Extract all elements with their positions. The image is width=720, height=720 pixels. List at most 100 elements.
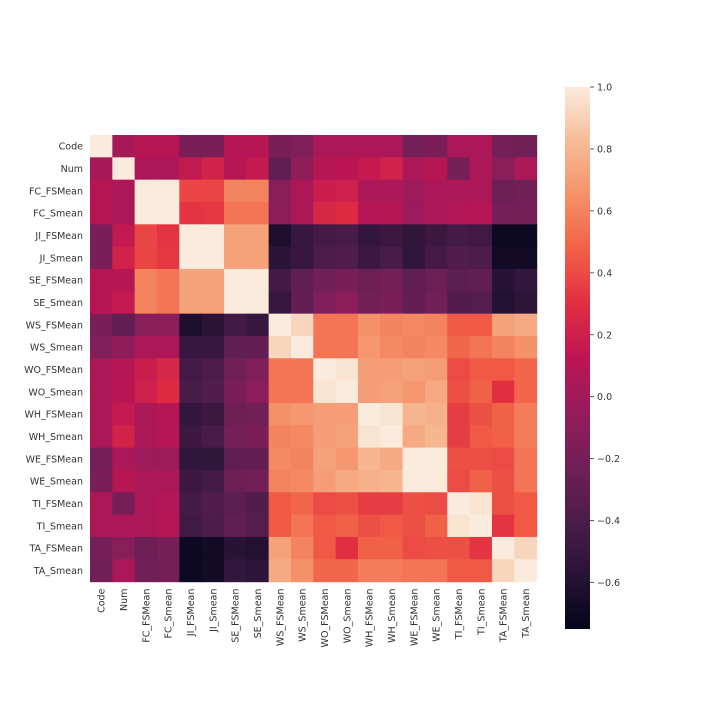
- heatmap-cell: [424, 536, 448, 560]
- heatmap-cell: [179, 469, 203, 493]
- heatmap-cell: [424, 291, 448, 315]
- heatmap-cell: [402, 268, 426, 292]
- heatmap-cell: [201, 380, 225, 404]
- heatmap-cell: [491, 201, 515, 225]
- heatmap-cell: [223, 157, 247, 181]
- heatmap-cell: [402, 224, 426, 248]
- heatmap-cell: [402, 402, 426, 426]
- heatmap-cell: [380, 358, 404, 382]
- x-tick-label: TI_FSMean: [454, 589, 465, 641]
- heatmap-cell: [179, 514, 203, 538]
- y-tick-label: WH_FSMean: [25, 410, 84, 421]
- heatmap-cell: [223, 447, 247, 471]
- heatmap-cell: [223, 469, 247, 493]
- heatmap-cell: [402, 492, 426, 516]
- heatmap-cell: [201, 447, 225, 471]
- heatmap-cell: [112, 380, 136, 404]
- heatmap-cell: [156, 201, 180, 225]
- heatmap-cell: [179, 179, 203, 203]
- heatmap-cell: [179, 358, 203, 382]
- heatmap-cell: [491, 268, 515, 292]
- heatmap-cell: [112, 224, 136, 248]
- heatmap-cell: [469, 380, 493, 404]
- heatmap-cell: [424, 358, 448, 382]
- heatmap-cell: [424, 179, 448, 203]
- heatmap-cell: [179, 402, 203, 426]
- heatmap-cell: [246, 425, 270, 449]
- heatmap-cell: [201, 402, 225, 426]
- heatmap-cell: [313, 335, 337, 359]
- heatmap-cell: [134, 469, 158, 493]
- heatmap-cell: [90, 380, 113, 404]
- heatmap-cell: [380, 201, 404, 225]
- heatmap-cell: [90, 246, 113, 270]
- heatmap-cell: [514, 380, 538, 404]
- heatmap-cell: [223, 559, 247, 583]
- heatmap-cell: [313, 157, 337, 181]
- heatmap-cell: [514, 492, 538, 516]
- heatmap-cell: [313, 447, 337, 471]
- heatmap-cell: [179, 268, 203, 292]
- heatmap-cell: [491, 492, 515, 516]
- heatmap-cell: [357, 313, 381, 337]
- heatmap-cell: [201, 559, 225, 583]
- heatmap-cell: [201, 157, 225, 181]
- heatmap-cell: [201, 536, 225, 560]
- heatmap-cell: [491, 135, 515, 158]
- heatmap-cell: [380, 402, 404, 426]
- heatmap-cell: [357, 469, 381, 493]
- heatmap-cell: [112, 469, 136, 493]
- heatmap-cell: [290, 157, 314, 181]
- y-tick-label: TA_Smean: [33, 566, 83, 577]
- heatmap-cell: [90, 536, 113, 560]
- y-tick-label: FC_FSMean: [29, 186, 83, 197]
- heatmap-cell: [491, 335, 515, 359]
- heatmap-cell: [447, 358, 471, 382]
- y-tick-label: WO_FSMean: [24, 365, 83, 376]
- heatmap-cell: [357, 224, 381, 248]
- heatmap-cell: [469, 425, 493, 449]
- heatmap-cell: [402, 157, 426, 181]
- heatmap-cell: [380, 291, 404, 315]
- heatmap-cell: [357, 246, 381, 270]
- heatmap-cell: [335, 335, 359, 359]
- heatmap-cell: [469, 313, 493, 337]
- heatmap-cell: [380, 179, 404, 203]
- y-tick-label: TI_FSMean: [31, 499, 83, 510]
- heatmap-cell: [134, 380, 158, 404]
- heatmap-cell: [491, 514, 515, 538]
- heatmap-cell: [134, 268, 158, 292]
- heatmap-cell: [335, 268, 359, 292]
- heatmap-cell: [246, 157, 270, 181]
- heatmap-cell: [491, 447, 515, 471]
- heatmap-cell: [112, 201, 136, 225]
- heatmap-cell: [514, 559, 538, 583]
- heatmap-cell: [335, 224, 359, 248]
- heatmap-cell: [335, 313, 359, 337]
- colorbar-tick-label: −0.4: [597, 516, 620, 527]
- heatmap-cell: [223, 246, 247, 270]
- heatmap-cell: [201, 335, 225, 359]
- heatmap-cell: [447, 447, 471, 471]
- heatmap-cell: [402, 425, 426, 449]
- heatmap-cell: [290, 135, 314, 158]
- heatmap-cell: [179, 492, 203, 516]
- y-tick-label: FC_Smean: [33, 209, 83, 220]
- colorbar-tick-label: −0.6: [597, 578, 620, 589]
- colorbar: [565, 87, 590, 629]
- heatmap-cell: [246, 358, 270, 382]
- x-tick-label: TI_Smean: [476, 589, 487, 636]
- heatmap-cell: [112, 246, 136, 270]
- heatmap-cell: [335, 536, 359, 560]
- heatmap-cell: [268, 469, 292, 493]
- x-tick-label: Num: [119, 589, 130, 611]
- colorbar-tick-label: 0.4: [597, 268, 612, 279]
- heatmap-cell: [380, 380, 404, 404]
- heatmap-cell: [290, 224, 314, 248]
- heatmap-cell: [424, 335, 448, 359]
- heatmap-cell: [514, 536, 538, 560]
- heatmap-cell: [223, 201, 247, 225]
- heatmap-cell: [313, 492, 337, 516]
- heatmap-cell: [290, 380, 314, 404]
- heatmap-cell: [357, 402, 381, 426]
